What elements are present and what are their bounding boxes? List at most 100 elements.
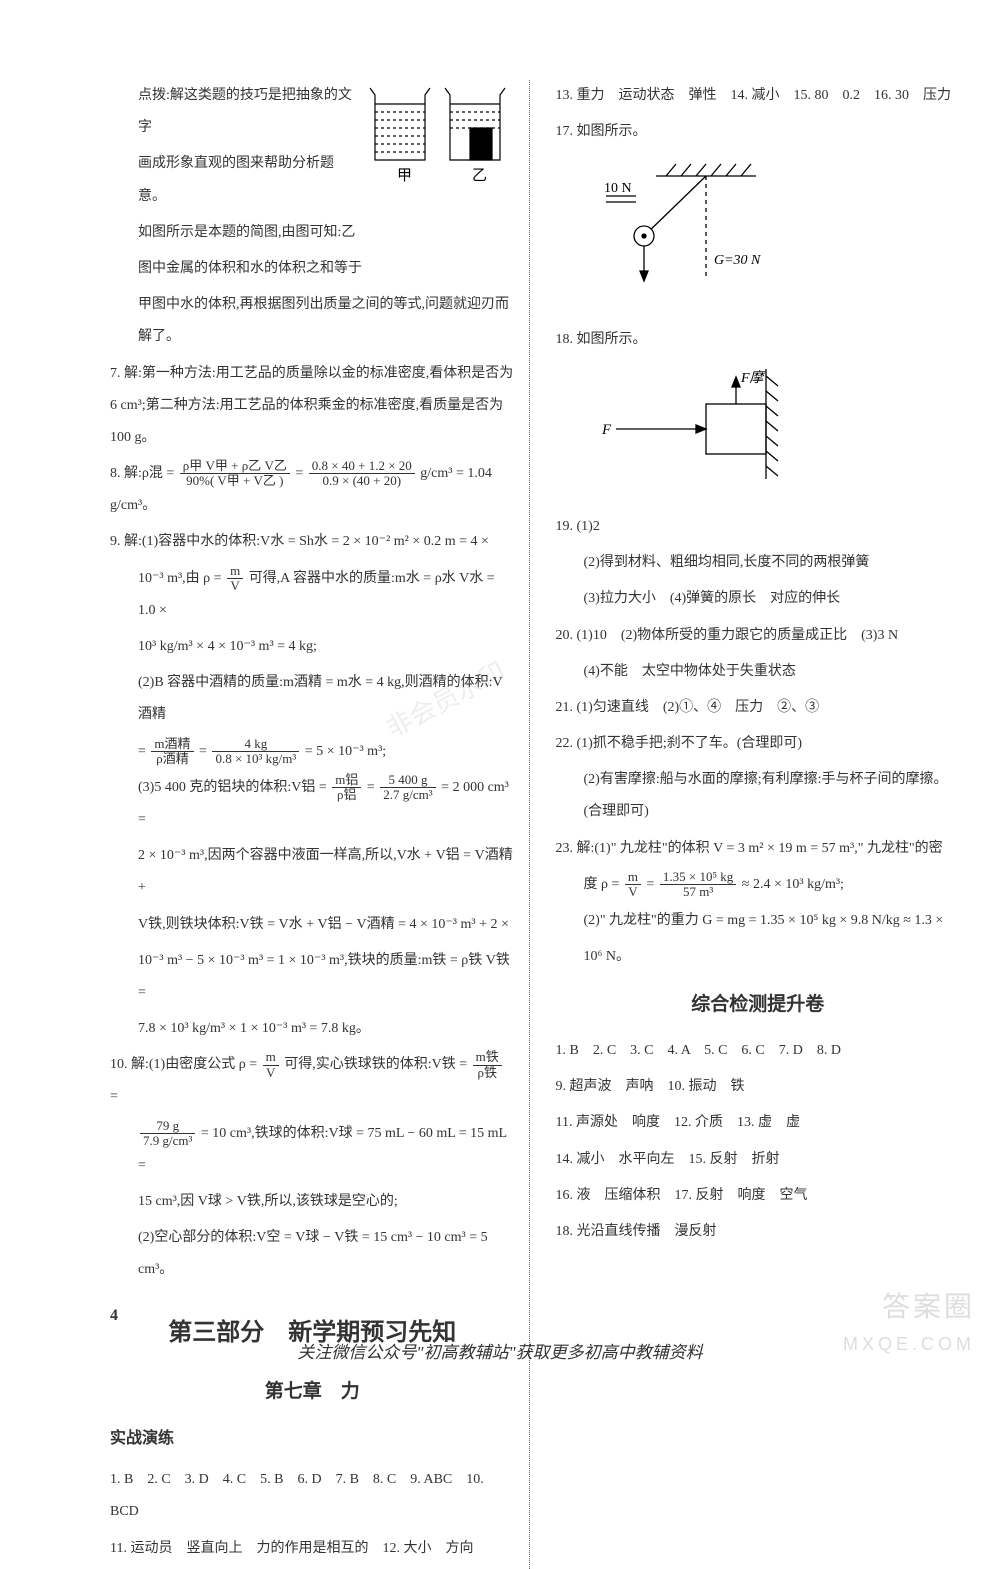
line-19-1: 19. (1)2	[556, 511, 961, 543]
numerator: m铝	[332, 773, 361, 788]
q10-1a: 10. 解:(1)由密度公式 ρ = m V 可得,实心铁球铁的体积:V铁 = …	[110, 1049, 515, 1113]
numerator: 0.8 × 40 + 1.2 × 20	[309, 459, 415, 474]
fraction: 4 kg 0.8 × 10³ kg/m³	[212, 737, 299, 767]
line-17: 17. 如图所示。	[556, 116, 961, 148]
denominator: 90%( V甲 + V乙 )	[180, 474, 290, 488]
text-line: 如图所示是本题的简图,由图可知:乙	[110, 217, 515, 249]
fraction: 79 g 7.9 g/cm³	[140, 1119, 195, 1149]
denominator: ρ铝	[332, 788, 361, 802]
t9: 9. 超声波 声呐 10. 振动 铁	[556, 1071, 961, 1103]
practice-title: 实战演练	[110, 1421, 515, 1458]
line-19-2: (2)得到材料、粗细均相同,长度不同的两根弹簧	[556, 547, 961, 579]
fraction: m V	[227, 564, 243, 594]
page-number: 4	[110, 1307, 118, 1325]
numerator: m	[227, 564, 243, 579]
text: (3)5 400 克的铝块的体积:V铝 =	[138, 780, 327, 795]
t1: 1. B 2. C 3. C 4. A 5. C 6. C 7. D 8. D	[556, 1035, 961, 1067]
q9-2a: (2)B 容器中酒精的质量:m酒精 = m水 = 4 kg,则酒精的体积:V酒精	[110, 667, 515, 731]
text: =	[110, 1089, 118, 1104]
beaker-a-label: 甲	[397, 168, 412, 184]
watermark-brand: 答案圈	[882, 1285, 975, 1325]
denominator: 57 m³	[660, 885, 736, 899]
t11: 11. 声源处 响度 12. 介质 13. 虚 虚	[556, 1107, 961, 1139]
line-20b: (4)不能 太空中物体处于失重状态	[556, 656, 961, 688]
text: 10⁻³ m³,由 ρ =	[138, 571, 222, 586]
text: =	[138, 744, 146, 759]
q9-1c: 10³ kg/m³ × 4 × 10⁻³ m³ = 4 kg;	[110, 631, 515, 663]
q10-1c: 15 cm³,因 V球 > V铁,所以,该铁球是空心的;	[110, 1186, 515, 1218]
text: 度 ρ =	[584, 877, 620, 892]
q7: 7. 解:第一种方法:用工艺品的质量除以金的标准密度,看体积是否为 6 cm³;…	[110, 358, 515, 455]
line-22-1: 22. (1)抓不稳手把;刹不了车。(合理即可)	[556, 728, 961, 760]
q9-1a: 9. 解:(1)容器中水的体积:V水 = Sh水 = 2 × 10⁻² m² ×…	[110, 526, 515, 558]
denominator: V	[625, 885, 641, 899]
q9-1b: 10⁻³ m³,由 ρ = m V 可得,A 容器中水的质量:m水 = ρ水 V…	[110, 563, 515, 627]
watermark-url: MXQE.COM	[843, 1334, 975, 1355]
line-20: 20. (1)10 (2)物体所受的重力跟它的质量成正比 (3)3 N	[556, 620, 961, 652]
fraction: m V	[263, 1050, 279, 1080]
chapter7-title: 第七章 力	[110, 1370, 515, 1414]
answers-11: 11. 运动员 竖直向上 力的作用是相互的 12. 大小 方向	[110, 1533, 515, 1565]
text: ≈ 2.4 × 10³ kg/m³;	[742, 877, 844, 892]
fraction: m V	[625, 870, 641, 900]
denominator: V	[227, 579, 243, 593]
line-13: 13. 重力 运动状态 弹性 14. 减小 15. 80 0.2 16. 30 …	[556, 80, 961, 112]
denominator: ρ酒精	[151, 752, 193, 766]
numerator: 5 400 g	[380, 773, 435, 788]
numerator: m	[625, 870, 641, 885]
text: 8. 解:ρ混 =	[110, 466, 174, 481]
fraction: 1.35 × 10⁵ kg 57 m³	[660, 870, 736, 900]
fig18-f: F	[601, 422, 612, 438]
line-18: 18. 如图所示。	[556, 324, 961, 356]
text: 10. 解:(1)由密度公式 ρ =	[110, 1057, 257, 1072]
denominator: V	[263, 1066, 279, 1080]
numerator: 1.35 × 10⁵ kg	[660, 870, 736, 885]
fig17-g: G=30 N	[714, 253, 761, 268]
denominator: 0.9 × (40 + 20)	[309, 474, 415, 488]
q9-3a: (3)5 400 克的铝块的体积:V铝 = m铝 ρ铝 = 5 400 g 2.…	[110, 772, 515, 836]
q10-2: (2)空心部分的体积:V空 = V球 − V铁 = 15 cm³ − 10 cm…	[110, 1222, 515, 1286]
fraction: ρ甲 V甲 + ρ乙 V乙 90%( V甲 + V乙 )	[180, 459, 290, 489]
test-title: 综合检测提升卷	[556, 983, 961, 1027]
line-23-3: (2)" 九龙柱"的重力 G = mg = 1.35 × 10⁵ kg × 9.…	[556, 905, 961, 937]
t16: 16. 液 压缩体积 17. 反射 响度 空气	[556, 1180, 961, 1212]
answers-1: 1. B 2. C 3. D 4. C 5. B 6. D 7. B 8. C …	[110, 1464, 515, 1528]
denominator: 0.8 × 10³ kg/m³	[212, 752, 299, 766]
q9-3b: 2 × 10⁻³ m³,因两个容器中液面一样高,所以,V水 + V铝 = V酒精…	[110, 840, 515, 904]
denominator: 2.7 g/cm³	[380, 788, 435, 802]
text: 可得,实心铁球铁的体积:V铁 =	[284, 1057, 467, 1072]
fraction: 0.8 × 40 + 1.2 × 20 0.9 × (40 + 20)	[309, 459, 415, 489]
fig17-10n: 10 N	[604, 181, 632, 196]
text: = 5 × 10⁻³ m³;	[305, 744, 386, 759]
q9-3e: 7.8 × 10³ kg/m³ × 1 × 10⁻³ m³ = 7.8 kg。	[110, 1013, 515, 1045]
line-23-2: 度 ρ = m V = 1.35 × 10⁵ kg 57 m³ ≈ 2.4 × …	[556, 869, 961, 901]
figure-18: F F摩	[586, 364, 961, 497]
numerator: m铁	[473, 1050, 502, 1065]
text-line: 甲图中水的体积,再根据图列出质量之间的等式,问题就迎刃而解了。	[110, 289, 515, 353]
numerator: m酒精	[151, 737, 193, 752]
text: =	[199, 744, 207, 759]
q9-2b: = m酒精 ρ酒精 = 4 kg 0.8 × 10³ kg/m³ = 5 × 1…	[110, 736, 515, 768]
line-21: 21. (1)匀速直线 (2)①、④ 压力 ②、③	[556, 692, 961, 724]
numerator: m	[263, 1050, 279, 1065]
beaker-b-label: 乙	[472, 168, 487, 184]
text-line: 图中金属的体积和水的体积之和等于	[110, 253, 515, 285]
q9-3d: 10⁻³ m³ − 5 × 10⁻³ m³ = 1 × 10⁻³ m³,铁块的质…	[110, 945, 515, 1009]
q10-1b: 79 g 7.9 g/cm³ = 10 cm³,铁球的体积:V球 = 75 mL…	[110, 1118, 515, 1182]
line-23-4: 10⁶ N。	[556, 941, 961, 973]
line-19-3: (3)拉力大小 (4)弹簧的原长 对应的伸长	[556, 583, 961, 615]
denominator: 7.9 g/cm³	[140, 1134, 195, 1148]
fraction: 5 400 g 2.7 g/cm³	[380, 773, 435, 803]
fraction: m铝 ρ铝	[332, 773, 361, 803]
line-22-2: (2)有害摩擦:船与水面的摩擦;有利摩擦:手与杯子间的摩擦。(合理即可)	[556, 764, 961, 828]
numerator: 79 g	[140, 1119, 195, 1134]
q8: 8. 解:ρ混 = ρ甲 V甲 + ρ乙 V乙 90%( V甲 + V乙 ) =…	[110, 458, 515, 522]
numerator: ρ甲 V甲 + ρ乙 V乙	[180, 459, 290, 474]
text: =	[295, 466, 303, 481]
denominator: ρ铁	[473, 1066, 502, 1080]
t14: 14. 减小 水平向左 15. 反射 折射	[556, 1144, 961, 1176]
t18: 18. 光沿直线传播 漫反射	[556, 1216, 961, 1248]
figure-17: 10 N G=30 N	[586, 156, 961, 309]
line-23-1: 23. 解:(1)" 九龙柱"的体积 V = 3 m² × 19 m = 57 …	[556, 833, 961, 865]
fraction: m铁 ρ铁	[473, 1050, 502, 1080]
